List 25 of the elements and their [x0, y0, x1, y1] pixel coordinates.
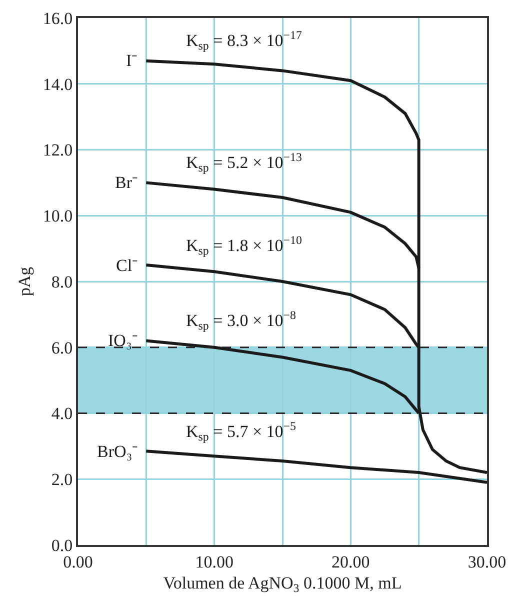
x-tick-label: 20.00: [332, 552, 370, 572]
y-tick-label: 0.0: [51, 536, 73, 555]
series-label: I⁻: [126, 51, 138, 70]
y-tick-label: 14.0: [42, 74, 73, 94]
y-tick-label: 6.0: [51, 338, 73, 358]
x-tick-label: 0.00: [63, 552, 93, 572]
series-label: Cl⁻: [116, 256, 138, 275]
y-axis-title: pAg: [14, 266, 34, 296]
annotation: K$_{sp}$ = 8.3 × 10$^{−17}$: [186, 28, 302, 53]
x-axis-title: Volumen de AgNO$_{3}$ 0.1000 M, mL: [163, 573, 402, 595]
annotation: K$_{sp}$ = 1.8 × 10$^{−10}$: [186, 233, 302, 258]
y-tick-label: 16.0: [42, 8, 73, 28]
y-tick-label: 4.0: [51, 404, 73, 424]
x-tick-label: 30.00: [468, 552, 506, 572]
series-label: IO₃⁻: [108, 331, 138, 350]
series-label: BrO₃⁻: [97, 442, 138, 461]
y-tick-label: 8.0: [51, 272, 73, 292]
y-tick-label: 2.0: [51, 470, 73, 490]
annotation: K$_{sp}$ = 3.0 × 10$^{−8}$: [186, 308, 296, 333]
y-tick-label: 12.0: [42, 140, 73, 160]
x-tick-label: 10.00: [195, 552, 234, 572]
series-label: Br⁻: [115, 173, 138, 192]
annotation: K$_{sp}$ = 5.2 × 10$^{−13}$: [186, 150, 302, 175]
annotation: K$_{sp}$ = 5.7 × 10$^{−5}$: [186, 419, 296, 444]
y-tick-label: 10.0: [42, 206, 73, 226]
